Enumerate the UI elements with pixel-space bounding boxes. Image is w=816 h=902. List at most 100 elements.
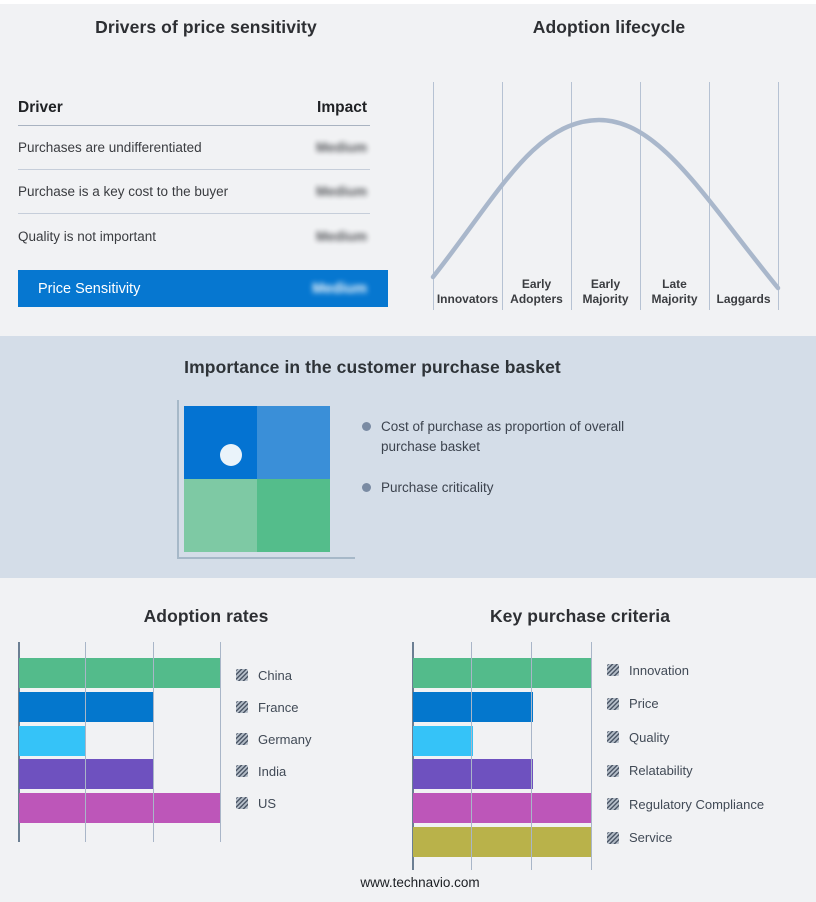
chart-gridline xyxy=(531,642,533,870)
bar-relatability xyxy=(413,759,533,790)
lifecycle-stage-label: Innovators xyxy=(433,266,502,306)
legend-item: Service xyxy=(607,830,672,846)
legend-label: Regulatory Compliance xyxy=(629,796,765,812)
legend-item: Regulatory Compliance xyxy=(607,796,764,812)
bullet-text: Purchase criticality xyxy=(381,480,494,495)
quadrant-top-left xyxy=(184,406,257,479)
lifecycle-stage-text: Innovators xyxy=(436,291,499,306)
chart-gridline xyxy=(152,642,154,842)
legend-item: US xyxy=(236,795,276,811)
legend-item: Quality xyxy=(607,729,669,745)
table-row: Purchase is a key cost to the buyer Mediu… xyxy=(18,170,370,214)
legend-swatch-hatched-icon xyxy=(607,664,619,676)
legend-item: Innovation xyxy=(607,662,689,678)
footer-url: www.technavio.com xyxy=(360,875,480,890)
quadrant-bottom-right xyxy=(257,479,330,552)
bar-france xyxy=(19,691,154,722)
bullet-dot-icon xyxy=(362,422,371,431)
drivers-table: Driver Impact Purchases are undifferenti… xyxy=(18,92,370,258)
table-row: Quality is not important Medium xyxy=(18,214,370,258)
legend-label: Price xyxy=(629,696,659,711)
bar-price xyxy=(413,691,533,722)
legend-item: Relatability xyxy=(607,763,693,779)
chart-gridline xyxy=(85,642,87,842)
legend-swatch-hatched-icon xyxy=(236,797,248,809)
legend-swatch-hatched-icon xyxy=(607,831,619,844)
legend-label: India xyxy=(258,763,287,779)
legend-item: China xyxy=(236,667,292,683)
driver-cell: Purchase is a key cost to the buyer xyxy=(18,184,229,199)
price-sensitivity-row: Price Sensitivity Medium xyxy=(18,270,388,307)
purchase-basket-band: Importance in the customer purchase bask… xyxy=(0,336,816,578)
driver-cell: Quality is not important xyxy=(18,228,157,244)
legend-label: Germany xyxy=(258,731,312,747)
bullet-dot-icon xyxy=(362,483,371,492)
legend-swatch-hatched-icon xyxy=(607,798,619,810)
quadrant-top-right xyxy=(257,406,330,479)
chart-gridline xyxy=(471,642,473,870)
legend-swatch-hatched-icon xyxy=(236,669,248,681)
lifecycle-stage-label: Early Adopters xyxy=(502,266,571,306)
bar-innovation xyxy=(413,658,593,688)
top-strip xyxy=(0,0,816,4)
bar-germany xyxy=(19,725,87,756)
impact-cell-redacted: Medium xyxy=(315,140,367,155)
lifecycle-stage-label: Late Majority xyxy=(640,266,709,306)
drivers-table-body: Purchases are undifferentiated Medium Purc… xyxy=(18,126,370,258)
table-row: Purchases are undifferentiated Medium xyxy=(18,126,370,170)
legend-swatch-hatched-icon xyxy=(236,701,248,713)
lifecycle-chart: Innovators Early Adopters Early Majority La… xyxy=(432,82,779,310)
legend-swatch-hatched-icon xyxy=(236,765,248,777)
bullet-item: Cost of purchase as proportion of overal… xyxy=(362,417,632,456)
impact-cell-redacted: Medium xyxy=(315,228,367,244)
impact-cell-redacted: Medium xyxy=(315,184,367,199)
quadrant-y-axis xyxy=(177,400,179,558)
lifecycle-stage-text: Early Majority xyxy=(582,277,629,306)
legend-item: France xyxy=(236,699,298,715)
position-marker-dot xyxy=(220,444,242,466)
lifecycle-stage-text: Early Adopters xyxy=(510,277,563,306)
bullet-item: Purchase criticality xyxy=(362,478,632,498)
quadrant-x-axis xyxy=(177,557,355,559)
purchase-basket-bullets: Cost of purchase as proportion of overal… xyxy=(362,417,632,498)
legend-item: Price xyxy=(607,696,659,712)
column-header-driver: Driver xyxy=(18,99,63,116)
legend-swatch-hatched-icon xyxy=(607,697,619,710)
price-sensitivity-label: Price Sensitivity xyxy=(38,280,141,297)
lifecycle-title: Adoption lifecycle xyxy=(532,17,686,37)
legend-label: Service xyxy=(629,830,673,845)
legend-item: India xyxy=(236,763,286,779)
lifecycle-stage-text: Late Majority xyxy=(651,277,698,306)
bar-regulatory-compliance xyxy=(413,793,593,824)
key-purchase-criteria-title: Key purchase criteria xyxy=(489,606,671,626)
driver-cell: Purchases are undifferentiated xyxy=(18,140,202,155)
legend-label: Quality xyxy=(629,729,670,745)
legend-label: France xyxy=(258,699,299,715)
column-header-impact: Impact xyxy=(317,99,367,116)
lifecycle-stage-label: Early Majority xyxy=(571,266,640,306)
legend-label: US xyxy=(258,795,277,811)
bullet-text: Cost of purchase as proportion of overal… xyxy=(381,419,625,454)
adoption-rates-title: Adoption rates xyxy=(143,606,269,626)
legend-label: China xyxy=(258,667,292,683)
quadrant-bottom-left xyxy=(184,479,257,552)
drivers-table-header: Driver Impact xyxy=(18,92,370,126)
chart-gridline xyxy=(590,642,592,870)
purchase-basket-title: Importance in the customer purchase bask… xyxy=(184,357,561,377)
legend-swatch-hatched-icon xyxy=(236,733,248,745)
lifecycle-stage-label: Laggards xyxy=(709,266,778,306)
chart-y-axis xyxy=(411,642,414,870)
bar-china xyxy=(19,658,221,688)
legend-item: Germany xyxy=(236,731,311,747)
lifecycle-stage-text: Laggards xyxy=(716,291,771,306)
chart-gridline xyxy=(219,642,221,842)
legend-label: Innovation xyxy=(629,662,689,678)
price-sensitivity-impact-redacted: Medium xyxy=(312,280,367,297)
purchase-basket-quadrant xyxy=(184,406,330,552)
bar-us xyxy=(19,793,221,824)
legend-swatch-hatched-icon xyxy=(607,731,619,743)
legend-label: Relatability xyxy=(629,763,693,778)
legend-swatch-hatched-icon xyxy=(607,764,619,777)
bar-india xyxy=(19,759,154,790)
